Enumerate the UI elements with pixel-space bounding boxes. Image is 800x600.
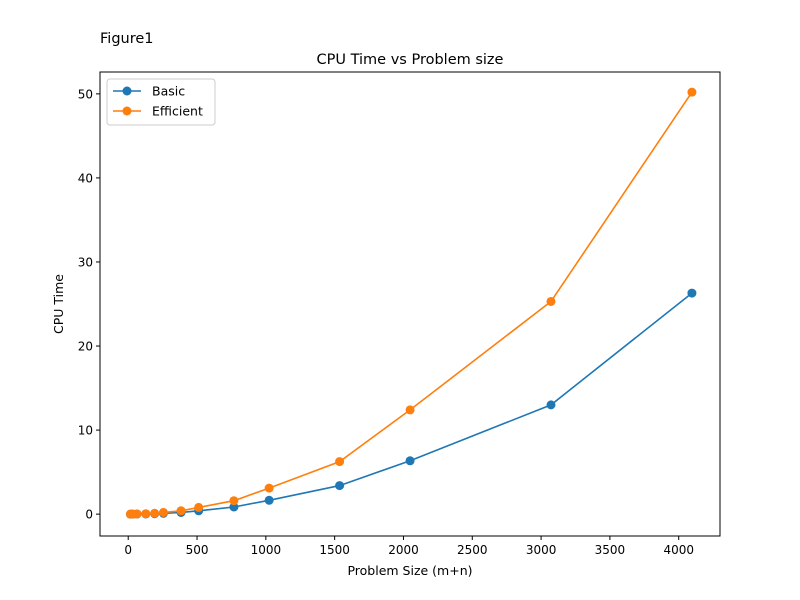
y-tick-label: 10	[78, 424, 93, 438]
legend-marker-efficient	[122, 106, 132, 116]
x-axis-ticks: 0 500 1000 1500 2000 2500 3000 3500 4000	[124, 536, 694, 557]
y-tick-label: 40	[78, 171, 93, 185]
data-point-basic	[335, 481, 345, 491]
y-axis-label: CPU Time	[51, 274, 66, 334]
series-line-basic	[130, 292, 693, 515]
legend: Basic Efficient	[106, 78, 216, 126]
x-tick-label: 500	[186, 543, 209, 557]
y-tick-label: 0	[85, 508, 93, 522]
series-line-efficient	[130, 91, 693, 515]
series-layer	[125, 87, 697, 519]
x-tick-label: 2500	[457, 543, 488, 557]
chart-title: CPU Time vs Problem size	[317, 52, 504, 68]
x-tick-label: 4000	[663, 543, 694, 557]
data-point-basic	[405, 456, 415, 466]
x-tick-label: 1500	[319, 543, 350, 557]
data-point-efficient	[141, 509, 151, 519]
y-tick-label: 50	[78, 87, 93, 101]
x-tick-label: 2000	[388, 543, 419, 557]
data-point-efficient	[158, 507, 168, 517]
x-tick-label: 1000	[251, 543, 282, 557]
figure-label: Figure1	[100, 31, 154, 47]
legend-label-basic: Basic	[152, 84, 185, 99]
data-point-efficient	[546, 296, 556, 306]
legend-label-efficient: Efficient	[152, 104, 203, 119]
data-point-efficient	[405, 405, 415, 415]
data-point-efficient	[176, 506, 186, 516]
data-point-efficient	[132, 509, 142, 519]
data-point-basic	[264, 495, 274, 505]
data-point-efficient	[335, 457, 345, 467]
data-point-basic	[687, 288, 697, 298]
data-point-basic	[546, 400, 556, 410]
data-point-efficient	[264, 483, 274, 493]
x-tick-label: 3000	[526, 543, 557, 557]
data-point-efficient	[194, 502, 204, 512]
data-point-efficient	[229, 496, 239, 506]
legend-marker-basic	[122, 86, 132, 96]
x-tick-label: 0	[124, 543, 132, 557]
x-tick-label: 3500	[595, 543, 626, 557]
data-point-efficient	[687, 87, 697, 97]
x-axis-label: Problem Size (m+n)	[347, 563, 472, 578]
y-tick-label: 30	[78, 255, 93, 269]
plot-frame	[99, 71, 721, 537]
y-axis-ticks: 0 10 20 30 40 50	[78, 87, 100, 522]
data-point-basic	[229, 502, 239, 512]
y-tick-label: 20	[78, 340, 93, 354]
data-point-efficient	[150, 508, 160, 518]
